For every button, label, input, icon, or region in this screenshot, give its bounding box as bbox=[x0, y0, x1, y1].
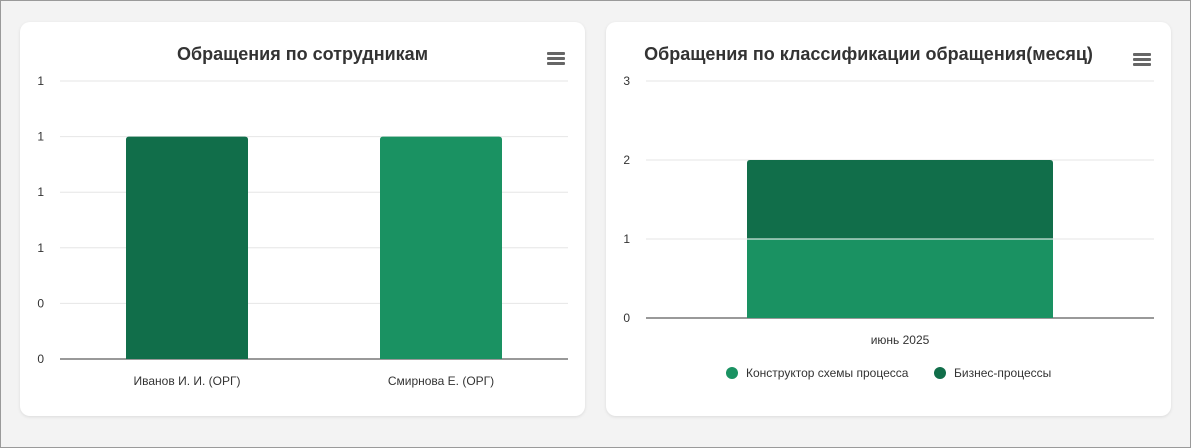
hamburger-menu-icon[interactable] bbox=[1133, 53, 1151, 67]
bar bbox=[380, 136, 502, 359]
chart-panel-classification: Обращения по классификации обращения(мес… bbox=[606, 22, 1171, 416]
chart-title: Обращения по сотрудникам bbox=[176, 44, 429, 64]
hamburger-menu-icon[interactable] bbox=[547, 52, 565, 66]
bar bbox=[126, 136, 248, 359]
bar-segment bbox=[747, 239, 1053, 318]
y-tick-label: 0 bbox=[37, 352, 44, 366]
legend-label: Конструктор схемы процесса bbox=[746, 366, 909, 380]
y-tick-label: 1 bbox=[37, 185, 44, 199]
x-tick-label: Смирнова Е. (ОРГ) bbox=[388, 374, 494, 388]
bar-segment bbox=[747, 160, 1053, 239]
legend-marker bbox=[726, 367, 738, 379]
y-tick-label: 1 bbox=[37, 74, 44, 88]
y-tick-label: 1 bbox=[37, 241, 44, 255]
y-tick-label: 1 bbox=[623, 232, 630, 246]
legend-marker bbox=[934, 367, 946, 379]
y-tick-label: 1 bbox=[37, 130, 44, 144]
chart-title: Обращения по классификации обращения(мес… bbox=[644, 44, 1093, 64]
y-tick-label: 0 bbox=[623, 311, 630, 325]
y-tick-label: 0 bbox=[37, 296, 44, 310]
y-tick-label: 3 bbox=[623, 74, 630, 88]
x-tick-label: Иванов И. И. (ОРГ) bbox=[134, 374, 241, 388]
x-tick-label: июнь 2025 bbox=[871, 333, 930, 347]
chart-panel-employees: Обращения по сотрудникам 0 0 1 1 1 1 Иванов И.… bbox=[20, 22, 585, 416]
y-tick-label: 2 bbox=[623, 153, 630, 167]
legend-label: Бизнес-процессы bbox=[954, 366, 1051, 380]
chart-employees: 0 0 1 1 1 1 Иванов И. И. (ОРГ) Смирнова Е. (ОРГ… bbox=[37, 74, 568, 388]
chart-classification: 0 1 2 3 июнь 2025 Конструктор схемы процесса Б… bbox=[623, 74, 1154, 380]
